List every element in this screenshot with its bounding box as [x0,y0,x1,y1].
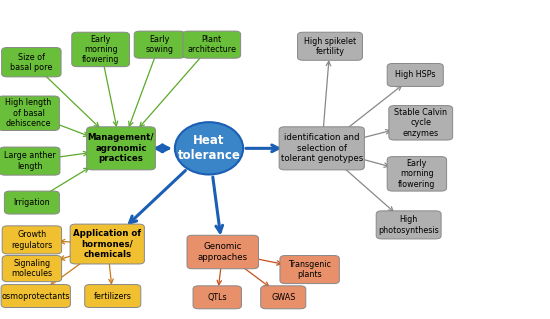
Text: Early
morning
flowering: Early morning flowering [82,34,119,64]
Text: Application of
hormones/
chemicals: Application of hormones/ chemicals [73,229,141,259]
FancyBboxPatch shape [193,286,241,309]
FancyBboxPatch shape [134,31,185,58]
FancyBboxPatch shape [279,127,364,170]
FancyBboxPatch shape [261,286,306,309]
Text: Management/
agronomic
practices: Management/ agronomic practices [88,133,154,163]
FancyBboxPatch shape [298,32,362,60]
FancyBboxPatch shape [389,106,453,140]
FancyBboxPatch shape [0,147,60,175]
Text: Growth
regulators: Growth regulators [12,230,53,249]
Text: QTLs: QTLs [207,293,227,302]
FancyBboxPatch shape [387,157,447,191]
Text: High
photosynthesis: High photosynthesis [378,215,439,234]
Ellipse shape [175,122,243,174]
FancyBboxPatch shape [70,224,144,264]
Text: Transgenic
plants: Transgenic plants [288,260,331,279]
Text: Signaling
molecules: Signaling molecules [12,259,52,278]
FancyBboxPatch shape [85,285,141,308]
Text: Genomic
approaches: Genomic approaches [197,242,248,262]
Text: Early
sowing: Early sowing [146,35,173,54]
FancyBboxPatch shape [187,235,258,269]
Text: Early
morning
flowering: Early morning flowering [398,159,436,189]
Text: GWAS: GWAS [271,293,295,302]
FancyBboxPatch shape [2,226,62,254]
FancyBboxPatch shape [280,256,339,284]
Text: Stable Calvin
cycle
enzymes: Stable Calvin cycle enzymes [394,108,447,138]
Text: Large anther
length: Large anther length [4,152,56,171]
FancyBboxPatch shape [1,285,70,308]
FancyBboxPatch shape [2,48,61,77]
Text: Size of
basal pore: Size of basal pore [10,53,53,72]
Text: osmoprotectants: osmoprotectants [2,292,70,300]
Text: Irrigation: Irrigation [14,198,50,207]
FancyBboxPatch shape [183,31,241,58]
FancyBboxPatch shape [0,96,59,130]
Text: High HSPs: High HSPs [395,70,436,79]
Text: Plant
architecture: Plant architecture [187,35,236,54]
Text: fertilizers: fertilizers [94,292,131,300]
Text: High length
of basal
dehiscence: High length of basal dehiscence [6,98,52,128]
Text: High spikelet
fertility: High spikelet fertility [304,37,356,56]
FancyBboxPatch shape [4,191,59,214]
FancyBboxPatch shape [387,63,443,86]
FancyBboxPatch shape [376,211,441,239]
Text: identification and
selection of
tolerant genotypes: identification and selection of tolerant… [280,133,363,163]
FancyBboxPatch shape [87,127,155,170]
Text: Heat
tolerance: Heat tolerance [178,134,240,162]
FancyBboxPatch shape [72,32,130,67]
FancyBboxPatch shape [2,256,62,282]
